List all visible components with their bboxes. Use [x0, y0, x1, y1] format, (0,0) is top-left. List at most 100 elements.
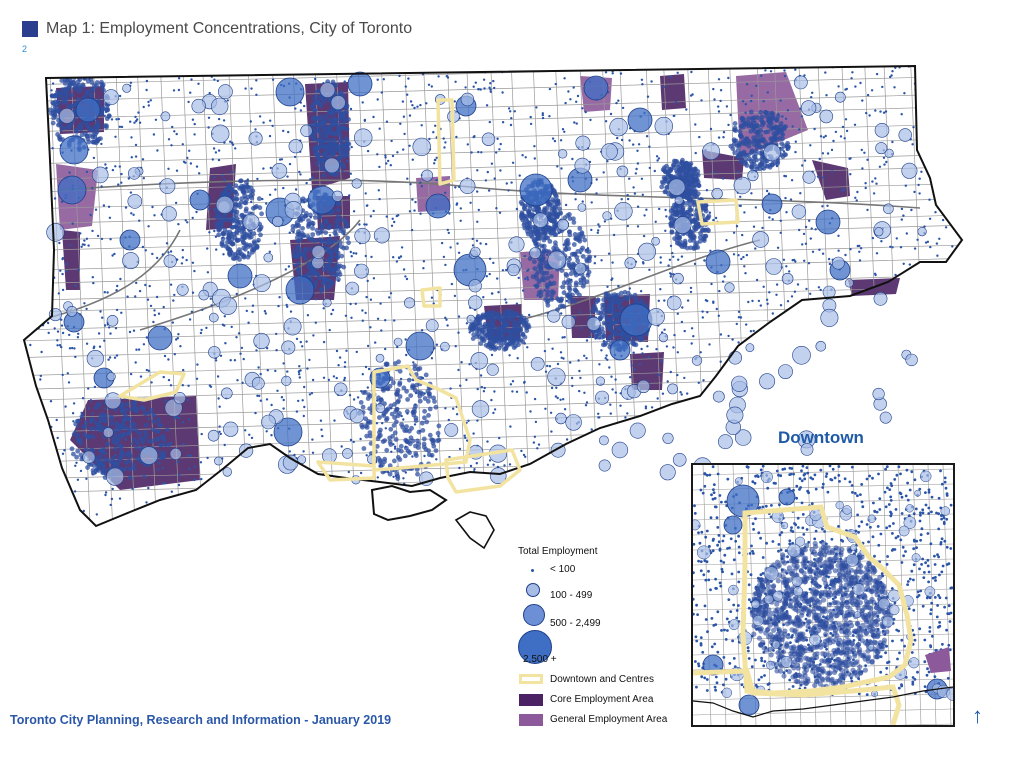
employment-dot: [129, 191, 133, 194]
employment-dot: [65, 262, 68, 266]
employment-dot: [138, 219, 141, 222]
employment-dot: [55, 418, 58, 422]
employment-dot: [571, 157, 574, 161]
employment-dot: [33, 422, 36, 426]
employment-dot: [188, 149, 191, 152]
employment-dot: [632, 351, 635, 354]
employment-dot: [107, 358, 110, 361]
employment-dot: [46, 506, 49, 510]
employment-dot: [615, 438, 618, 441]
employment-dot: [634, 497, 637, 501]
employment-dot: [842, 188, 845, 191]
employment-dot: [72, 420, 75, 423]
employment-dot: [483, 386, 486, 390]
employment-dot: [668, 258, 672, 261]
employment-dot: [945, 370, 949, 373]
employment-dot: [268, 134, 272, 138]
employment-dot: [484, 179, 488, 182]
employment-dot: [536, 290, 542, 296]
employment-dot: [46, 467, 49, 470]
employment-dot: [554, 492, 558, 495]
employment-dot: [780, 136, 785, 142]
employment-dot: [876, 418, 879, 421]
employment-dot: [167, 167, 170, 170]
employment-dot: [858, 250, 861, 253]
employment-dot: [270, 434, 273, 437]
employment-dot: [312, 238, 317, 244]
employment-dot: [378, 165, 381, 169]
employment-dot: [931, 413, 934, 417]
employment-dot: [76, 478, 80, 481]
employment-dot: [389, 292, 393, 295]
employment-dot: [759, 162, 765, 167]
employment-dot: [818, 367, 821, 371]
employment-dot: [805, 415, 809, 419]
employment-dot: [499, 142, 502, 146]
employment-dot: [874, 109, 877, 112]
employment-dot: [233, 506, 237, 509]
employment-dot: [679, 391, 682, 394]
road: [115, 66, 136, 526]
employment-dot: [663, 299, 666, 302]
employment-dot: [704, 299, 708, 302]
employment-dot: [585, 339, 589, 342]
employment-dot: [305, 181, 308, 185]
employment-dot: [387, 439, 393, 445]
employment-dot: [496, 277, 499, 280]
employment-dot: [84, 70, 90, 75]
employment-dot: [934, 416, 938, 419]
employment-dot: [804, 225, 808, 229]
employment-dot: [404, 275, 407, 278]
employment-dot: [448, 212, 451, 215]
employment-dot: [620, 198, 623, 201]
employment-dot: [317, 214, 323, 220]
employment-dot: [758, 109, 764, 115]
employment-dot: [873, 272, 877, 275]
employment-dot: [175, 416, 178, 419]
employment-dot: [384, 447, 390, 453]
employment-dot: [55, 516, 59, 520]
employment-dot: [837, 249, 840, 252]
employment-dot: [894, 273, 897, 277]
employment-dot: [610, 278, 613, 282]
employment-dot: [301, 345, 304, 348]
employment-dot: [414, 200, 417, 204]
employment-dot: [567, 212, 572, 217]
employment-dot: [941, 86, 944, 90]
employment-dot: [648, 166, 651, 170]
employment-dot: [666, 446, 669, 449]
employment-dot: [807, 262, 811, 265]
employment-dot: [722, 136, 725, 139]
employment-dot: [458, 447, 462, 451]
employment-dot: [805, 390, 809, 393]
employment-dot: [195, 377, 199, 380]
employment-dot: [276, 513, 280, 516]
employment-dot: [569, 98, 572, 101]
employment-dot: [162, 375, 165, 379]
employment-dot: [859, 81, 862, 85]
employment-dot: [719, 333, 723, 336]
employment-dot: [413, 451, 419, 456]
employment-dot: [608, 366, 611, 369]
employment-dot: [435, 343, 439, 346]
employment-dot: [928, 79, 931, 83]
employment-dot: [188, 467, 191, 471]
employment-dot: [196, 363, 199, 366]
employment-dot: [472, 432, 475, 435]
employment-dot: [730, 376, 733, 379]
road: [510, 66, 532, 526]
employment-dot: [827, 257, 831, 261]
employment-dot: [646, 95, 650, 98]
employment-dot: [221, 323, 225, 326]
employment-dot: [543, 289, 546, 292]
employment-dot: [46, 435, 49, 438]
employment-dot: [44, 72, 48, 75]
employment-dot: [796, 283, 800, 286]
employment-dot: [958, 362, 961, 365]
employment-dot: [341, 164, 346, 169]
employment-dot: [952, 412, 955, 415]
employment-dot: [114, 165, 117, 168]
employment-dot: [810, 315, 813, 318]
employment-dot: [394, 471, 400, 477]
employment-dot: [739, 204, 742, 208]
